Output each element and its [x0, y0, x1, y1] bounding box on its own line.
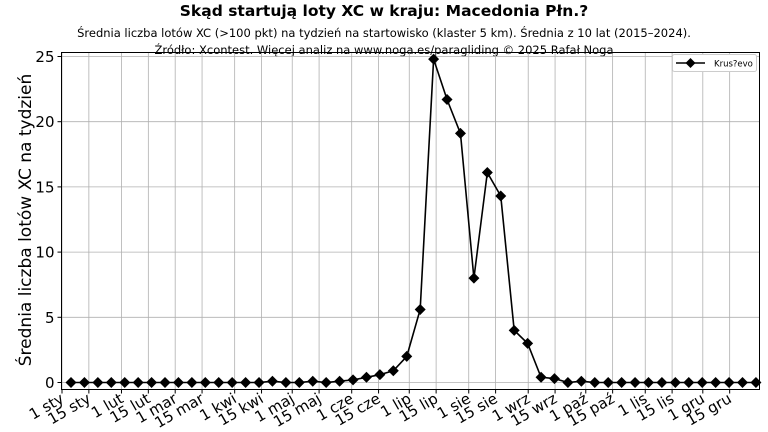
plot-frame — [61, 52, 760, 390]
legend-label: Krus?evo — [714, 60, 753, 70]
data-point-diamond — [629, 377, 641, 388]
diamond-marker-icon — [685, 58, 696, 68]
y-tick-label: 0 — [45, 374, 55, 392]
y-tick-label: 25 — [35, 48, 54, 66]
data-point-diamond — [159, 377, 171, 388]
data-point-diamond — [508, 324, 520, 336]
data-point-diamond — [146, 377, 158, 388]
data-point-diamond — [589, 377, 601, 388]
y-tick-label: 5 — [45, 309, 55, 327]
data-point-diamond — [334, 375, 346, 387]
chart-title: Skąd startują loty XC w kraju: Macedonia… — [179, 2, 589, 20]
y-tick-label: 20 — [35, 113, 54, 131]
grid-lines — [61, 52, 760, 390]
data-point-diamond — [495, 190, 507, 202]
data-point-diamond — [199, 377, 211, 388]
data-point-diamond — [307, 375, 319, 387]
data-point-diamond — [105, 377, 117, 388]
series-line — [71, 58, 756, 384]
data-point-diamond — [347, 374, 359, 386]
data-point-diamond — [172, 377, 184, 388]
data-point-diamond — [481, 167, 493, 179]
data-point-diamond — [374, 369, 386, 381]
y-axis: 0 5 10 15 20 25 — [35, 48, 62, 392]
data-point-diamond — [92, 377, 104, 388]
data-point-diamond — [723, 377, 735, 388]
data-point-diamond — [656, 377, 668, 388]
data-point-diamond — [119, 377, 131, 388]
data-point-diamond — [562, 377, 574, 388]
data-point-diamond — [737, 377, 748, 388]
data-point-diamond — [575, 375, 587, 387]
data-point-diamond — [414, 303, 426, 315]
data-point-diamond — [360, 371, 372, 383]
data-point-diamond — [226, 377, 238, 388]
legend-box — [672, 54, 757, 72]
data-point-diamond — [468, 272, 480, 284]
data-point-diamond — [266, 375, 278, 387]
data-point-diamond — [293, 377, 305, 388]
data-point-diamond — [428, 53, 440, 65]
data-point-diamond — [213, 377, 225, 388]
data-point-diamond — [535, 371, 547, 383]
data-point-diamond — [683, 377, 695, 388]
y-tick-label: 10 — [35, 244, 54, 262]
data-point-diamond — [401, 350, 413, 362]
data-series — [65, 53, 762, 388]
data-point-diamond — [642, 377, 654, 388]
data-point-diamond — [320, 377, 332, 388]
data-point-diamond — [186, 377, 198, 388]
data-point-diamond — [253, 377, 265, 388]
data-point-diamond — [548, 373, 560, 385]
data-point-diamond — [240, 377, 252, 388]
data-point-diamond — [750, 377, 762, 388]
data-point-diamond — [710, 377, 722, 388]
data-point-diamond — [522, 337, 534, 349]
data-point-diamond — [132, 377, 144, 388]
data-point-diamond — [454, 127, 466, 139]
chart-subtitle: Średnia liczba lotów XC (>100 pkt) na ty… — [77, 26, 691, 40]
data-point-diamond — [602, 377, 614, 388]
data-point-diamond — [616, 377, 628, 388]
y-tick-label: 15 — [35, 178, 54, 196]
data-point-diamond — [441, 94, 453, 106]
chart-source: Źródło: Xcontest. Więcej analiz na www.n… — [154, 43, 614, 57]
y-axis-label: Średnia liczba lotów XC na tydzień — [14, 74, 36, 366]
data-point-diamond — [65, 377, 77, 388]
legend: Krus?evo — [672, 54, 757, 72]
data-point-diamond — [78, 377, 90, 388]
data-point-diamond — [669, 377, 681, 388]
data-point-diamond — [387, 365, 399, 377]
data-point-diamond — [696, 377, 708, 388]
data-point-diamond — [280, 377, 292, 388]
